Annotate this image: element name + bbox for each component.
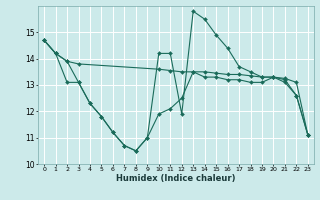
X-axis label: Humidex (Indice chaleur): Humidex (Indice chaleur) <box>116 174 236 183</box>
